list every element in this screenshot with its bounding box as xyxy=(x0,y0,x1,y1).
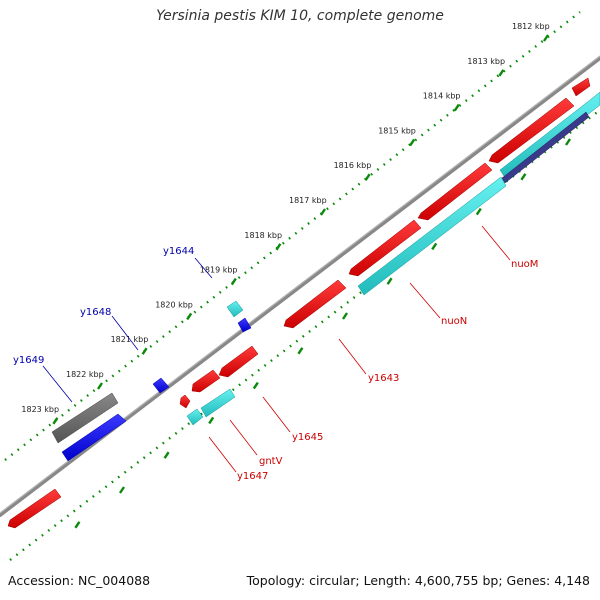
outer-major-tick xyxy=(364,173,371,181)
label-nuoN[interactable]: nuoN xyxy=(441,316,467,327)
outer-major-tick xyxy=(453,103,460,112)
inner-major-tick xyxy=(342,312,348,320)
gene-y1644-cyan[interactable] xyxy=(226,300,244,318)
gene-y1643[interactable] xyxy=(283,279,347,329)
gene-y1649[interactable] xyxy=(51,392,119,444)
kbp-tick-label: 1813 kbp xyxy=(467,57,505,66)
outer-major-tick xyxy=(275,243,282,251)
accession-text: Accession: NC_004088 xyxy=(8,573,151,588)
label-y1648[interactable]: y1648 xyxy=(80,307,111,318)
outer-major-tick xyxy=(543,34,549,42)
outer-major-tick xyxy=(498,69,505,77)
kbp-tick-label: 1812 kbp xyxy=(512,22,550,31)
label-y1643[interactable]: y1643 xyxy=(368,373,399,384)
label-leaders xyxy=(42,225,511,473)
outer-tick-ruler xyxy=(4,11,581,461)
label-y1649[interactable]: y1649 xyxy=(13,355,44,366)
outer-major-tick xyxy=(52,417,59,425)
kbp-tick-label: 1817 kbp xyxy=(289,196,327,205)
gene-y1645[interactable] xyxy=(218,345,259,378)
inner-major-tick xyxy=(74,521,81,529)
gene-red-small-1[interactable] xyxy=(191,369,221,393)
label-y1644[interactable]: y1644 xyxy=(163,246,194,257)
inner-major-tick xyxy=(386,277,393,285)
inner-major-tick xyxy=(252,381,259,390)
kbp-tick-label: 1819 kbp xyxy=(200,266,238,275)
gene-y1644[interactable] xyxy=(237,317,252,333)
outer-major-tick xyxy=(97,382,103,390)
kbp-tick-label: 1818 kbp xyxy=(244,231,282,240)
forward-strand-genes xyxy=(7,77,600,529)
label-y1645[interactable]: y1645 xyxy=(292,432,323,443)
gene-cyan-small-1[interactable] xyxy=(200,388,236,418)
genome-backbone xyxy=(0,56,600,517)
outer-major-tick xyxy=(409,138,416,147)
reverse-strand-genes xyxy=(51,317,252,462)
kbp-tick-label: 1816 kbp xyxy=(334,161,372,170)
gene-nuoM-region-arrow[interactable] xyxy=(571,77,591,97)
label-gntV[interactable]: gntV xyxy=(259,456,283,467)
gene-nuoN[interactable] xyxy=(357,176,507,296)
gene-forward-1[interactable] xyxy=(488,97,575,164)
inner-major-tick xyxy=(163,451,170,459)
major-ticks xyxy=(52,34,571,529)
gene-red-bottom[interactable] xyxy=(7,488,62,529)
gene-y1647[interactable] xyxy=(186,408,204,426)
outer-major-tick xyxy=(230,277,237,286)
kbp-tick-label: 1815 kbp xyxy=(378,126,416,135)
gene-y1648-marker[interactable] xyxy=(152,377,170,394)
genome-title: Yersinia pestis KIM 10, complete genome xyxy=(156,8,444,24)
inner-major-tick xyxy=(297,347,304,355)
inner-major-tick xyxy=(431,242,438,251)
gene-forward-3[interactable] xyxy=(348,219,422,277)
gene-forward-2[interactable] xyxy=(417,162,493,221)
inner-major-tick xyxy=(565,138,571,146)
label-nuoM[interactable]: nuoM xyxy=(511,259,538,270)
gene-nuoM[interactable] xyxy=(499,91,600,180)
kbp-tick-label: 1822 kbp xyxy=(66,370,104,379)
genome-summary-text: Topology: circular; Length: 4,600,755 bp… xyxy=(246,573,590,588)
inner-major-tick xyxy=(119,486,125,494)
outer-major-tick xyxy=(320,208,326,216)
label-y1647[interactable]: y1647 xyxy=(237,471,268,482)
gene-y1648[interactable] xyxy=(61,413,127,462)
kbp-tick-label: 1814 kbp xyxy=(423,92,461,101)
outer-major-tick xyxy=(141,347,148,355)
outer-major-tick xyxy=(186,312,193,321)
inner-major-tick xyxy=(475,207,482,216)
kbp-tick-label: 1823 kbp xyxy=(21,405,59,414)
gene-gntV[interactable] xyxy=(179,394,191,409)
tick-labels: 1812 kbp 1813 kbp 1814 kbp 1815 kbp 1816 kbp… xyxy=(21,22,549,414)
gene-labels: y1644 y1648 y1649 nuoM nuoN y1643 y1645 … xyxy=(13,246,538,482)
inner-major-tick xyxy=(208,416,215,425)
inner-major-tick xyxy=(520,173,527,181)
gene-navy[interactable] xyxy=(501,111,590,184)
kbp-tick-label: 1820 kbp xyxy=(155,300,193,309)
kbp-tick-label: 1821 kbp xyxy=(111,335,149,344)
